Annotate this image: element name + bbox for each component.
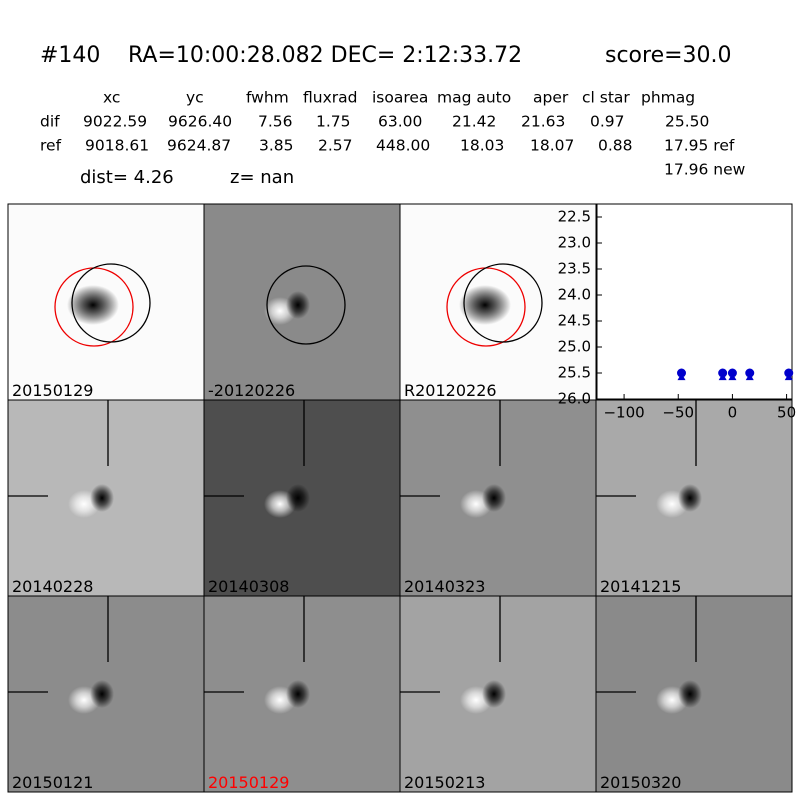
phmag-new: 17.96 new: [664, 161, 746, 179]
x-tick-label: 0: [728, 404, 738, 422]
table-cell: 9624.87: [167, 137, 231, 155]
data-point: [745, 368, 755, 378]
panel-label: 20150129: [208, 773, 289, 792]
column-header: mag auto: [437, 89, 511, 107]
y-tick-label: 22.5: [558, 208, 591, 226]
limit-marker: [677, 373, 686, 381]
negative-lobe: [482, 680, 506, 708]
limit-marker: [728, 373, 737, 381]
y-tick-label: 24.5: [558, 312, 591, 330]
data-point: [677, 368, 686, 378]
limit-marker: [745, 373, 754, 381]
x-tick-label: −50: [662, 404, 694, 422]
data-point: [727, 368, 737, 378]
table-cell: 9626.40: [168, 113, 232, 131]
column-header: isoarea: [372, 89, 428, 107]
negative-lobe: [482, 484, 506, 512]
data-point: [718, 368, 728, 378]
table-cell: 18.07: [530, 137, 574, 155]
column-header: fwhm: [246, 89, 289, 107]
panel-label: 20141215: [600, 577, 681, 596]
table-cell: 0.88: [598, 137, 633, 155]
source-blob: [67, 285, 119, 325]
table-cell: 21.63: [521, 113, 565, 131]
y-tick-label: 23.0: [558, 234, 591, 252]
aperture-black: [71, 263, 151, 343]
negative-lobe: [286, 291, 310, 319]
aperture-black: [266, 265, 346, 345]
panel-label: R20120226: [404, 381, 497, 400]
score: score=30.0: [605, 43, 732, 68]
table-cell: 18.03: [460, 137, 504, 155]
column-header: fluxrad: [303, 89, 357, 107]
negative-lobe: [90, 680, 114, 708]
column-header: cl star: [582, 89, 630, 107]
panel-label: 20140228: [12, 577, 93, 596]
column-header: xc: [103, 89, 120, 107]
y-tick-label: 25.5: [558, 364, 591, 382]
negative-lobe: [90, 484, 114, 512]
column-header: phmag: [641, 89, 695, 107]
y-tick-label: 23.5: [558, 260, 591, 278]
negative-lobe: [286, 680, 310, 708]
negative-lobe: [678, 680, 702, 708]
panel-label: 20140323: [404, 577, 485, 596]
panel-label: 20150121: [12, 773, 93, 792]
row-label: ref: [40, 137, 62, 155]
negative-lobe: [286, 484, 310, 512]
plot-area: [596, 203, 793, 400]
column-header: aper: [533, 89, 569, 107]
y-tick-label: 25.0: [558, 338, 591, 356]
coordinates: RA=10:00:28.082 DEC= 2:12:33.72: [128, 43, 522, 68]
column-header: yc: [186, 89, 204, 107]
aperture-black: [463, 263, 543, 343]
dist: dist= 4.26: [80, 167, 174, 188]
panel-label: 20150320: [600, 773, 681, 792]
source-blob: [459, 285, 511, 325]
table-cell: 7.56: [258, 113, 293, 131]
panel-label: 20150129: [12, 381, 93, 400]
panel-label: 20140308: [208, 577, 289, 596]
table-cell: 0.97: [590, 113, 625, 131]
row-label: dif: [40, 113, 60, 131]
table-cell: 63.00: [378, 113, 422, 131]
data-point: [784, 368, 794, 378]
table-cell: 21.42: [452, 113, 496, 131]
panel-label: -20120226: [208, 381, 295, 400]
y-tick-label: 26.0: [558, 390, 591, 408]
negative-lobe: [678, 484, 702, 512]
table-cell: 9018.61: [85, 137, 149, 155]
table-cell: 448.00: [376, 137, 430, 155]
table-cell: 2.57: [318, 137, 353, 155]
table-cell: 3.85: [259, 137, 294, 155]
table-cell: 17.95 ref: [664, 137, 735, 155]
table-cell: 9022.59: [83, 113, 147, 131]
limit-marker: [784, 373, 793, 381]
candidate-id: #140: [40, 43, 100, 68]
table-cell: 25.50: [665, 113, 709, 131]
limit-marker: [718, 373, 727, 381]
table-cell: 1.75: [316, 113, 351, 131]
y-tick-label: 24.0: [558, 286, 591, 304]
redshift: z= nan: [230, 167, 294, 188]
x-tick-label: 50: [777, 404, 796, 422]
panel-label: 20150213: [404, 773, 485, 792]
x-tick-label: −100: [603, 404, 644, 422]
